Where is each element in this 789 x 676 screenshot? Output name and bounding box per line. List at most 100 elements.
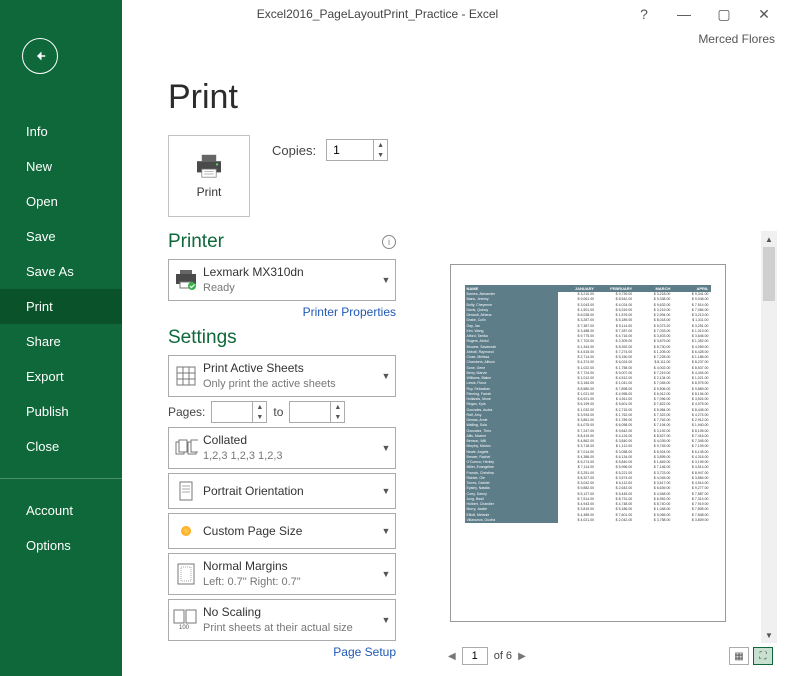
copies-value: 1 [333,143,340,157]
down-icon[interactable]: ▼ [331,412,344,422]
window-title: Excel2016_PageLayoutPrint_Practice - Exc… [122,7,633,21]
copies-spinner[interactable]: 1 ▲ ▼ [326,139,388,161]
margins-icon [169,562,203,586]
settings-header: Settings [168,327,396,349]
scaling-selector[interactable]: 100 No Scaling Print sheets at their act… [168,599,396,641]
preview-page: NAMEJANUARYFEBRUARYMARCHAPRIL Barnes, Al… [450,264,726,622]
titlebar-green-strip [0,0,122,28]
copies-wrap: Copies: 1 ▲ ▼ [272,139,388,161]
back-arrow-icon [31,47,49,65]
preview-sheet: NAMEJANUARYFEBRUARYMARCHAPRIL Barnes, Al… [465,285,711,523]
backstage-sidebar: InfoNewOpenSaveSave AsPrintShareExportPu… [0,56,122,676]
close-button[interactable]: ✕ [753,3,775,25]
printer-device-icon [169,270,203,290]
sidebar-item-info[interactable]: Info [0,114,122,149]
page-total: of 6 [494,650,512,662]
sidebar-item-save[interactable]: Save [0,219,122,254]
pages-row: Pages: ▲▼ to ▲▼ [168,401,396,423]
collate-selector[interactable]: Collated 1,2,3 1,2,3 1,2,3 ▼ [168,427,396,469]
print-button-label: Print [197,185,222,199]
print-row: Print Copies: 1 ▲ ▼ [168,135,777,217]
sidebar-item-print[interactable]: Print [0,289,122,324]
maximize-button[interactable]: ▢ [713,3,735,25]
sidebar-item-close[interactable]: Close [0,429,122,464]
copies-down-icon[interactable]: ▼ [374,150,387,160]
user-row: Merced Flores [0,28,789,56]
printer-status: Ready [203,281,377,296]
printer-icon [193,153,225,179]
user-row-green-strip [0,28,122,56]
scroll-up-icon[interactable]: ▲ [761,231,777,247]
copies-label: Copies: [272,143,316,158]
down-icon[interactable]: ▼ [253,412,266,422]
titlebar: Excel2016_PageLayoutPrint_Practice - Exc… [0,0,789,28]
orientation-selector[interactable]: Portrait Orientation ▼ [168,473,396,509]
page-setup-link[interactable]: Page Setup [168,645,396,659]
sidebar-item-save-as[interactable]: Save As [0,254,122,289]
preview-view-controls: ▦ ⛶ [729,647,773,665]
pages-label: Pages: [168,405,205,419]
dropdown-arrow-icon: ▼ [377,275,395,285]
sheet-body: Barnes, Alexander$ 3,210.00$ 9,739.00$ 3… [465,292,711,523]
pages-to-spinner[interactable]: ▲▼ [289,401,345,423]
sidebar-item-account[interactable]: Account [0,493,122,528]
next-page-icon[interactable]: ▶ [518,651,526,662]
portrait-icon [169,481,203,501]
printer-selector[interactable]: Lexmark MX310dn Ready ▼ [168,259,396,301]
page-nav: ◀ of 6 ▶ [448,647,526,665]
sidebar-divider [0,478,122,479]
preview-scrollbar[interactable]: ▲ ▼ [761,231,777,643]
sidebar-item-share[interactable]: Share [0,324,122,359]
show-margins-button[interactable]: ▦ [729,647,749,665]
scroll-thumb[interactable] [763,247,775,301]
sidebar-item-export[interactable]: Export [0,359,122,394]
dropdown-arrow-icon: ▼ [377,615,395,625]
sheet-row: Villanueva, Guofra$ 4,021.00$ 2,042.00$ … [465,518,711,523]
dropdown-arrow-icon: ▼ [377,443,395,453]
dropdown-arrow-icon: ▼ [377,371,395,381]
pagesize-icon [169,526,203,536]
printer-info-icon[interactable]: i [382,235,396,249]
print-button[interactable]: Print [168,135,250,217]
pagesize-selector[interactable]: Custom Page Size ▼ [168,513,396,549]
preview-area: NAMEJANUARYFEBRUARYMARCHAPRIL Barnes, Al… [414,231,777,645]
copies-up-icon[interactable]: ▲ [374,140,387,150]
dropdown-arrow-icon: ▼ [377,526,395,536]
up-icon[interactable]: ▲ [253,402,266,412]
sidebar-item-publish[interactable]: Publish [0,394,122,429]
collate-icon [169,438,203,458]
copies-spinner-arrows: ▲ ▼ [373,140,387,160]
to-label: to [273,405,283,419]
printer-header: Printer i [168,231,396,253]
scaling-icon: 100 [169,609,203,631]
pages-from-spinner[interactable]: ▲▼ [211,401,267,423]
main: InfoNewOpenSaveSave AsPrintShareExportPu… [0,56,789,676]
printer-properties-link[interactable]: Printer Properties [168,305,396,319]
up-icon[interactable]: ▲ [331,402,344,412]
sidebar-item-open[interactable]: Open [0,184,122,219]
scroll-down-icon[interactable]: ▼ [761,627,777,643]
svg-text:100: 100 [179,625,190,631]
sheets-icon [169,365,203,387]
dropdown-arrow-icon: ▼ [377,569,395,579]
sidebar-item-new[interactable]: New [0,149,122,184]
preview-col: ▲ ▼ NAMEJANUARYFEBRUARYMARCHAPRIL Barnes… [414,231,777,667]
dropdown-arrow-icon: ▼ [377,486,395,496]
user-name[interactable]: Merced Flores [122,28,789,56]
help-button[interactable]: ? [633,3,655,25]
zoom-page-button[interactable]: ⛶ [753,647,773,665]
print-what-selector[interactable]: Print Active Sheets Only print the activ… [168,355,396,397]
settings-row: Printer i Lexmark MX310dn Ready ▼ Printe… [168,231,777,667]
margins-selector[interactable]: Normal Margins Left: 0.7" Right: 0.7" ▼ [168,553,396,595]
content: Print Print Copies: 1 ▲ [122,56,789,676]
current-page-input[interactable] [462,647,488,665]
preview-footer: ◀ of 6 ▶ ▦ ⛶ [414,645,777,667]
page-title: Print [168,78,777,117]
sheet-header: NAMEJANUARYFEBRUARYMARCHAPRIL [465,285,711,292]
prev-page-icon[interactable]: ◀ [448,651,456,662]
settings-col: Printer i Lexmark MX310dn Ready ▼ Printe… [168,231,396,667]
back-button[interactable] [22,38,58,74]
window-controls: ? — ▢ ✕ [633,3,789,25]
sidebar-item-options[interactable]: Options [0,528,122,563]
minimize-button[interactable]: — [673,3,695,25]
